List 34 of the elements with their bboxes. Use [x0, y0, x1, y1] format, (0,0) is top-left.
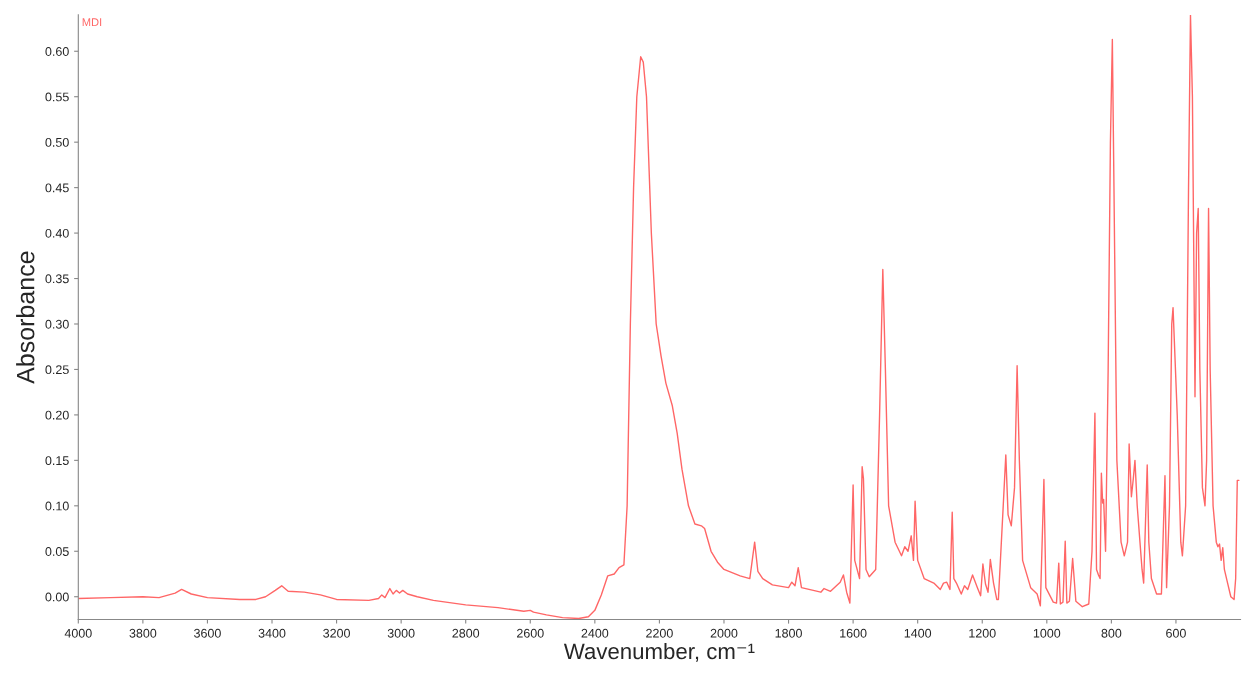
y-tick-label: 0.50 [45, 137, 69, 147]
y-tick-label: 0.00 [45, 592, 69, 602]
y-tick-label: 0.55 [45, 92, 69, 102]
y-tick-label: 0.20 [45, 410, 69, 420]
x-tick-label: 3800 [129, 628, 157, 638]
x-tick-label: 3200 [323, 628, 350, 638]
y-tick-label: 0.35 [45, 274, 69, 284]
text: MDI [82, 18, 102, 26]
x-tick-label: 3600 [194, 628, 221, 638]
y-tick-label: 0.60 [45, 47, 69, 56]
y-axis-title: Absorbance [16, 251, 35, 384]
y-tick-label: 0.30 [45, 319, 69, 329]
y-tick-label: 0.25 [45, 365, 69, 375]
x-tick-label: 2200 [646, 628, 673, 638]
x-tick-label: 2600 [517, 628, 544, 638]
x-tick-label: 3000 [387, 628, 415, 638]
x-tick-label: 3400 [258, 628, 286, 638]
y-tick-label: 0.45 [45, 183, 69, 193]
x-tick-label: 800 [1101, 628, 1122, 638]
y-tick-label: 0.15 [45, 456, 69, 466]
x-tick-label: 1400 [904, 628, 932, 638]
y-tick-label: 0.40 [45, 228, 69, 238]
x-tick-label: 2800 [452, 628, 480, 638]
x-axis-title: Wavenumber, cm⁻¹ [563, 642, 755, 662]
y-tick-label: 0.10 [45, 501, 69, 511]
x-tick-label: 1000 [1033, 628, 1061, 638]
x-tick-label: 2000 [710, 628, 738, 638]
x-tick-label: 4000 [64, 628, 92, 638]
x-tick-label: 1800 [775, 628, 802, 638]
x-tick-label: 2400 [581, 628, 609, 638]
x-tick-label: 1600 [840, 628, 867, 638]
x-tick-label: 1200 [969, 628, 996, 638]
y-tick-label: 0.05 [45, 547, 69, 556]
x-tick-label: 600 [1166, 628, 1186, 638]
